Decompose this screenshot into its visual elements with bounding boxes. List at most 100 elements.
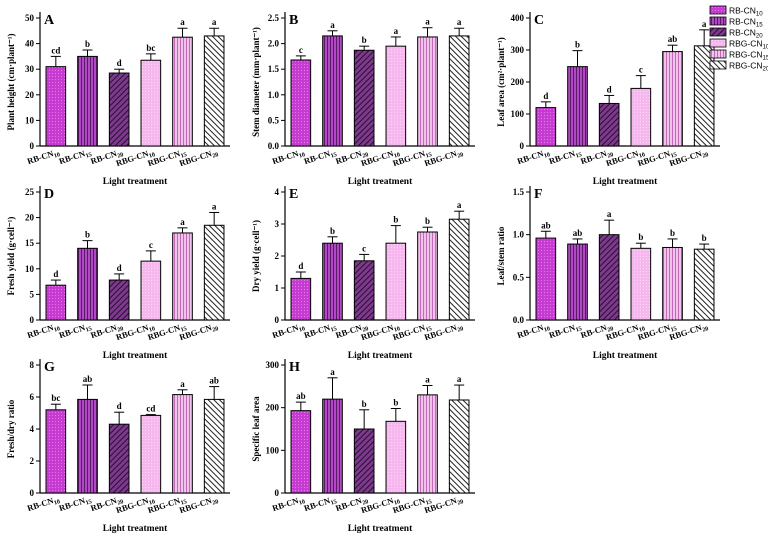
x-axis-label: Light treatment [593, 351, 658, 361]
bar-rb-cn10 [290, 59, 312, 147]
y-axis-label: Plant height (cm·plant⁻¹) [6, 34, 16, 131]
panel-letter: D [44, 187, 54, 202]
y-tick-label: 200 [511, 77, 525, 87]
bar-rb-cn10 [535, 107, 557, 147]
panel-letter: F [534, 187, 543, 202]
panel-letter: E [289, 187, 298, 202]
y-tick-label: 5 [30, 289, 35, 299]
y-tick-label: 200 [266, 403, 280, 413]
y-tick-label: 8 [30, 360, 35, 370]
legend-label: RBG-CN20 [729, 61, 768, 73]
significance-letter: a [180, 379, 185, 389]
significance-letter: a [457, 374, 462, 384]
significance-letter: cd [146, 404, 155, 414]
bar-rb-cn20 [598, 234, 620, 321]
significance-letter: b [638, 232, 643, 242]
y-tick-label: 20 [25, 90, 35, 100]
bar-rbg-cn15 [417, 394, 438, 494]
significance-letter: a [212, 201, 217, 211]
y-tick-label: 50 [25, 13, 35, 23]
significance-letter: c [639, 65, 643, 75]
x-axis-label: Light treatment [593, 177, 658, 187]
panel-a: A 0 10 20 30 40 50 Plant height (cm·plant⁻¹) cd R… [6, 12, 230, 187]
y-tick-label: 4 [30, 424, 35, 434]
x-axis-label: Light treatment [103, 524, 168, 534]
significance-letter: ab [296, 391, 306, 401]
panel-letter: A [44, 13, 55, 28]
x-tick-label: RB-CN15 [548, 320, 583, 342]
significance-letter: b [85, 230, 90, 240]
legend-swatch [709, 27, 727, 37]
y-tick-label: 100 [266, 445, 280, 455]
y-tick-label: 300 [266, 360, 280, 370]
y-tick-label: 4 [275, 187, 280, 197]
bar-rbg-cn15 [662, 246, 683, 321]
x-axis-label: Light treatment [103, 351, 168, 361]
significance-letter: a [394, 26, 399, 36]
bar-rbg-cn20 [448, 35, 470, 147]
significance-letter: b [575, 40, 580, 50]
y-axis-label: Stem diameter (mm·plant⁻¹) [251, 27, 261, 137]
significance-letter: b [425, 216, 430, 226]
bar-rbg-cn10 [140, 260, 162, 321]
bar-rbg-cn10 [385, 420, 407, 494]
significance-letter: b [330, 226, 335, 236]
significance-letter: d [53, 269, 58, 279]
bar-rbg-cn15 [172, 394, 193, 494]
x-tick-label: RBG-CN20 [668, 320, 709, 344]
y-tick-label: 30 [25, 64, 35, 74]
x-tick-label: RBG-CN20 [668, 146, 709, 170]
y-tick-label: 3 [275, 219, 280, 229]
y-tick-label: 0 [30, 141, 35, 151]
y-tick-label: 0.5 [513, 272, 525, 282]
panel-b: B 0.0 0.5 1.0 1.5 2.0 2.5 Stem diameter (mm·pla… [251, 12, 475, 187]
bar-rb-cn10 [290, 277, 312, 321]
significance-letter: d [543, 91, 548, 101]
y-tick-label: 0 [275, 315, 280, 325]
y-tick-label: 1.5 [513, 187, 525, 197]
significance-letter: a [457, 17, 462, 27]
x-tick-label: RBG-CN20 [178, 493, 219, 517]
bar-rb-cn10 [290, 410, 312, 494]
legend-swatch [709, 60, 727, 70]
y-tick-label: 15 [25, 238, 35, 248]
significance-letter: cd [51, 45, 60, 55]
bar-rbg-cn10 [630, 87, 652, 147]
panel-c: C 0 100 200 300 400 Leaf area (cm²·plant⁻¹) d RB… [496, 12, 720, 187]
bar-rb-cn20 [108, 72, 130, 147]
legend: RB-CN10RB-CN15RB-CN20RBG-CN10RBG-CN15RBG… [709, 6, 768, 73]
x-tick-label: RB-CN15 [58, 320, 93, 342]
y-tick-label: 40 [25, 39, 35, 49]
panel-letter: H [289, 360, 300, 375]
y-tick-label: 100 [511, 109, 525, 119]
bar-rb-cn15 [567, 66, 588, 147]
significance-letter: b [670, 228, 675, 238]
bar-rbg-cn10 [385, 242, 407, 321]
significance-letter: c [299, 45, 303, 55]
bar-rb-cn10 [535, 237, 557, 321]
y-tick-label: 2.5 [268, 13, 280, 23]
x-tick-label: RBG-CN20 [178, 146, 219, 170]
panel-d: D 0 5 10 15 20 25 Fresh yield (g·cell⁻¹) d RB-CN1… [6, 186, 230, 361]
bar-rbg-cn20 [448, 218, 470, 321]
y-tick-label: 1 [275, 283, 280, 293]
bar-rb-cn20 [108, 279, 130, 321]
legend-swatch [709, 38, 727, 48]
bar-rbg-cn15 [172, 232, 193, 321]
y-tick-label: 300 [511, 45, 525, 55]
x-axis-label: Light treatment [348, 351, 413, 361]
x-tick-label: RB-CN15 [548, 146, 583, 168]
bar-rbg-cn15 [662, 51, 683, 147]
bar-rbg-cn20 [203, 35, 225, 147]
significance-letter: b [362, 35, 367, 45]
significance-letter: d [607, 84, 612, 94]
significance-letter: ab [541, 220, 551, 230]
significance-letter: a [212, 17, 217, 27]
legend-swatch [709, 49, 727, 59]
significance-letter: d [117, 58, 122, 68]
y-tick-label: 1.0 [513, 230, 525, 240]
y-tick-label: 6 [30, 392, 35, 402]
bar-rbg-cn15 [417, 36, 438, 147]
significance-letter: b [85, 39, 90, 49]
